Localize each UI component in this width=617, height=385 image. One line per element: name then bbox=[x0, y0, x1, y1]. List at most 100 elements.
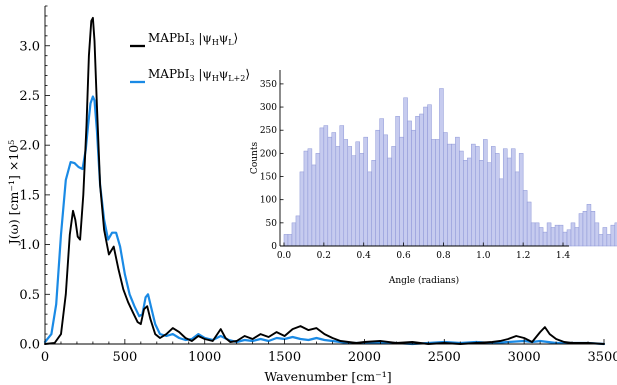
inset-histogram: 0.0 0.2 0.4 0.6 0.8 1.0 1.2 1.4 0 50 100 150 200 250 3… bbox=[250, 70, 617, 286]
main-series-group bbox=[43, 16, 606, 346]
histogram-bar bbox=[355, 141, 360, 247]
histogram-bar bbox=[299, 171, 305, 247]
inset-y-tick-label: 350 bbox=[260, 80, 277, 90]
histogram-bar bbox=[514, 171, 520, 247]
histogram-bar bbox=[491, 146, 496, 247]
main-y-tick-label: 1.0 bbox=[19, 238, 40, 253]
legend-entry: MAPbI3​ |ψH​ψL+2​⟩ bbox=[130, 67, 250, 84]
histogram-bar bbox=[427, 104, 432, 247]
inset-y-tick-label: 150 bbox=[260, 173, 277, 183]
histogram-bar bbox=[359, 153, 364, 247]
inset-axes: 0.0 0.2 0.4 0.6 0.8 1.0 1.2 1.4 0 50 100 150 200 250 3… bbox=[260, 70, 570, 261]
series-line-homo-lumo bbox=[44, 16, 605, 345]
histogram-bar bbox=[578, 213, 584, 247]
main-x-tick-label: 3000 bbox=[508, 350, 541, 365]
histogram-bar bbox=[407, 120, 412, 247]
histogram-bar bbox=[586, 204, 592, 247]
main-y-tick-label: 1.5 bbox=[19, 188, 40, 203]
inset-x-tick-label: 1.0 bbox=[476, 251, 491, 261]
histogram-bar bbox=[367, 171, 372, 247]
histogram-bar bbox=[518, 153, 524, 247]
histogram-bar bbox=[287, 234, 293, 247]
main-x-tick-label: 1500 bbox=[268, 350, 301, 365]
main-x-tick-label: 500 bbox=[112, 350, 137, 365]
histogram-bar bbox=[447, 143, 452, 247]
histogram-bar bbox=[451, 143, 456, 247]
histogram-bar bbox=[347, 146, 353, 247]
histogram-bar bbox=[403, 97, 408, 247]
histogram-bar bbox=[351, 155, 356, 247]
histogram-bar bbox=[534, 222, 540, 247]
main-y-tick-label: 0.5 bbox=[19, 288, 40, 303]
histogram-bar bbox=[538, 227, 544, 247]
histogram-bar bbox=[303, 150, 309, 247]
main-plot: 0 500 1000 1500 2000 2500 3000 35000.00.51.01.5… bbox=[6, 5, 617, 384]
histogram-bar bbox=[570, 222, 576, 247]
histogram-bar bbox=[554, 224, 560, 247]
histogram-bar bbox=[395, 116, 400, 247]
histogram-bar bbox=[311, 164, 317, 247]
inset-y-tick-label: 250 bbox=[260, 126, 277, 136]
histogram-bar bbox=[319, 127, 325, 247]
histogram-bar bbox=[415, 116, 420, 247]
inset-x-tick-label: 0.2 bbox=[317, 251, 331, 261]
histogram-bar bbox=[562, 231, 568, 247]
histogram-bar bbox=[431, 139, 436, 247]
histogram-bar bbox=[530, 222, 536, 247]
histogram-bar bbox=[606, 234, 612, 247]
inset-y-tick-label: 50 bbox=[266, 219, 278, 229]
histogram-bar bbox=[323, 125, 329, 247]
main-x-tick-label: 3500 bbox=[587, 350, 617, 365]
legend: MAPbI3​ |ψH​ψL​⟩ MAPbI3​ |ψH​ψL+2​⟩ bbox=[130, 31, 250, 84]
main-y-tick-label: 2.0 bbox=[19, 139, 40, 154]
histogram-bar bbox=[423, 106, 428, 247]
histogram-bar bbox=[487, 162, 492, 247]
histogram-bar bbox=[343, 139, 349, 247]
histogram-bar bbox=[363, 136, 368, 247]
main-axes: 0 500 1000 1500 2000 2500 3000 35000.00.51.01.5… bbox=[19, 5, 617, 365]
histogram-bar bbox=[574, 227, 580, 247]
inset-x-tick-label: 0.6 bbox=[396, 251, 411, 261]
histogram-bar bbox=[387, 157, 392, 247]
histogram-bar bbox=[459, 150, 464, 247]
histogram-bar bbox=[307, 148, 313, 247]
histogram-bar bbox=[479, 160, 484, 247]
histogram-bar bbox=[379, 118, 384, 247]
inset-x-axis-label: Angle (radians) bbox=[388, 275, 459, 286]
legend-label: MAPbI3​ |ψH​ψL​⟩ bbox=[148, 31, 238, 47]
histogram-bar bbox=[498, 178, 504, 247]
main-y-tick-label: 3.0 bbox=[19, 39, 40, 54]
histogram-bar bbox=[391, 146, 396, 247]
inset-y-tick-label: 0 bbox=[271, 242, 277, 252]
inset-x-tick-label: 0.0 bbox=[277, 251, 292, 261]
histogram-bar bbox=[335, 146, 341, 247]
histogram-bar bbox=[375, 129, 380, 247]
histogram-bar bbox=[467, 157, 472, 247]
histogram-bar bbox=[542, 231, 548, 247]
histogram-bar bbox=[582, 211, 588, 247]
histogram-bar bbox=[502, 148, 508, 247]
inset-y-tick-label: 300 bbox=[260, 103, 277, 113]
histogram-bar bbox=[602, 227, 608, 247]
main-x-tick-label: 0 bbox=[41, 350, 49, 365]
inset-bars-group bbox=[283, 88, 617, 247]
inset-x-tick-label: 0.4 bbox=[357, 251, 372, 261]
inset-y-axis-label: Counts bbox=[250, 142, 260, 175]
histogram-bar bbox=[283, 234, 289, 247]
histogram-bar bbox=[411, 129, 416, 247]
histogram-bar bbox=[331, 132, 337, 247]
inset-x-tick-label: 1.2 bbox=[516, 251, 530, 261]
histogram-bar bbox=[495, 153, 500, 247]
histogram-bar bbox=[439, 88, 444, 247]
main-y-tick-label: 2.5 bbox=[19, 89, 40, 104]
histogram-bar bbox=[443, 132, 448, 247]
histogram-bar bbox=[295, 215, 301, 247]
histogram-bar bbox=[546, 222, 552, 247]
main-x-tick-label: 2500 bbox=[428, 350, 461, 365]
histogram-bar bbox=[399, 136, 404, 247]
histogram-bar bbox=[463, 160, 468, 247]
histogram-bar bbox=[558, 224, 564, 247]
main-x-tick-label: 2000 bbox=[348, 350, 381, 365]
histogram-bar bbox=[506, 157, 512, 247]
